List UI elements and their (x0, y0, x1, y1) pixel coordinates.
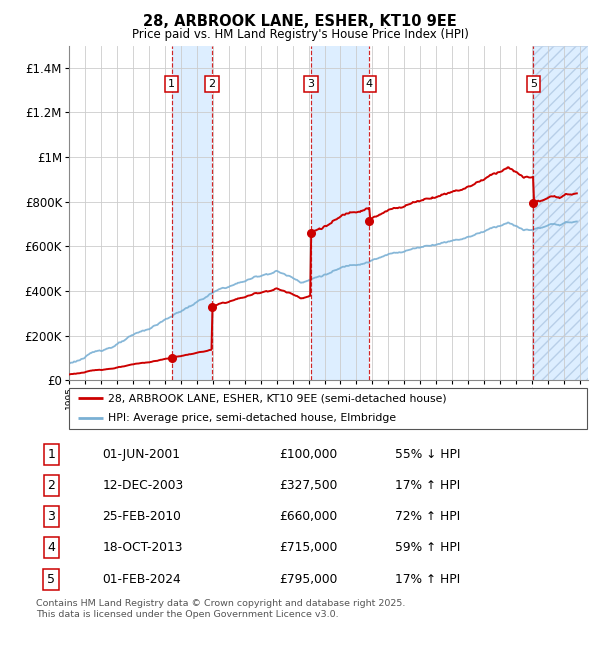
Text: £660,000: £660,000 (279, 510, 337, 523)
Bar (172, 46, 212, 380)
Text: 55% ↓ HPI: 55% ↓ HPI (395, 448, 460, 461)
Text: 01-JUN-2001: 01-JUN-2001 (102, 448, 180, 461)
Text: 72% ↑ HPI: 72% ↑ HPI (395, 510, 460, 523)
Text: 59% ↑ HPI: 59% ↑ HPI (395, 541, 460, 554)
Text: 1: 1 (47, 448, 55, 461)
Text: 4: 4 (47, 541, 55, 554)
Text: 18-OCT-2013: 18-OCT-2013 (102, 541, 183, 554)
Text: 28, ARBROOK LANE, ESHER, KT10 9EE (semi-detached house): 28, ARBROOK LANE, ESHER, KT10 9EE (semi-… (108, 393, 446, 403)
Text: 5: 5 (530, 79, 537, 89)
Text: 2: 2 (208, 79, 215, 89)
Text: Price paid vs. HM Land Registry's House Price Index (HPI): Price paid vs. HM Land Registry's House … (131, 28, 469, 41)
Text: 5: 5 (47, 573, 55, 586)
Text: £795,000: £795,000 (279, 573, 337, 586)
Text: Contains HM Land Registry data © Crown copyright and database right 2025.
This d: Contains HM Land Registry data © Crown c… (36, 599, 406, 619)
Text: 3: 3 (47, 510, 55, 523)
Text: 4: 4 (365, 79, 373, 89)
Text: 2: 2 (47, 479, 55, 492)
Text: 28, ARBROOK LANE, ESHER, KT10 9EE: 28, ARBROOK LANE, ESHER, KT10 9EE (143, 14, 457, 29)
Bar (311, 46, 369, 380)
Text: 3: 3 (307, 79, 314, 89)
Text: £327,500: £327,500 (279, 479, 337, 492)
Bar (533, 46, 588, 380)
Text: £100,000: £100,000 (279, 448, 337, 461)
Text: 17% ↑ HPI: 17% ↑ HPI (395, 479, 460, 492)
Text: HPI: Average price, semi-detached house, Elmbridge: HPI: Average price, semi-detached house,… (108, 413, 396, 423)
Text: 17% ↑ HPI: 17% ↑ HPI (395, 573, 460, 586)
Text: 25-FEB-2010: 25-FEB-2010 (102, 510, 181, 523)
Text: 1: 1 (168, 79, 175, 89)
Text: £715,000: £715,000 (279, 541, 337, 554)
Text: 01-FEB-2024: 01-FEB-2024 (102, 573, 181, 586)
FancyBboxPatch shape (69, 388, 587, 428)
Text: 12-DEC-2003: 12-DEC-2003 (102, 479, 184, 492)
